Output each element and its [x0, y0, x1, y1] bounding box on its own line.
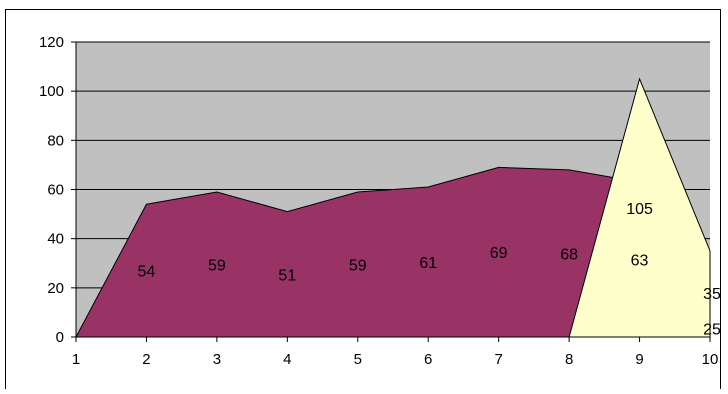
- data-label: 105: [626, 201, 653, 218]
- x-tick-label: 10: [702, 351, 719, 368]
- x-tick-label: 1: [72, 351, 80, 368]
- data-label: 61: [419, 255, 437, 272]
- x-tick-label: 6: [424, 351, 432, 368]
- data-label: 59: [208, 257, 226, 274]
- data-label: 69: [490, 245, 508, 262]
- axes: [71, 41, 711, 342]
- data-label: 59: [349, 257, 367, 274]
- y-tick-label: 120: [39, 34, 64, 51]
- y-tick-label: 100: [39, 83, 64, 100]
- x-tick-label: 4: [283, 351, 291, 368]
- x-tick-label: 3: [213, 351, 221, 368]
- x-tick-label: 2: [142, 351, 150, 368]
- data-label: 54: [138, 264, 156, 281]
- data-label: 68: [560, 246, 578, 263]
- x-tick-label: 5: [354, 351, 362, 368]
- x-tick-label: 7: [494, 351, 502, 368]
- data-labels: 54 59 51 59 61 69 68 63 25 105 35: [138, 201, 721, 338]
- area-series: [75, 77, 711, 338]
- y-tick-label: 0: [56, 329, 64, 346]
- chart-frame: [5, 9, 721, 389]
- y-tick-label: 20: [47, 280, 64, 297]
- data-label: 35: [703, 286, 721, 303]
- tick-labels: 0 20 40 60 80 100 120 1 2 3 4 5 6 7 8 9 10: [39, 34, 718, 368]
- y-tick-label: 60: [47, 182, 64, 199]
- y-tick-label: 40: [47, 231, 64, 248]
- data-label: 25: [703, 321, 721, 338]
- data-label: 51: [278, 267, 296, 284]
- data-label: 63: [631, 253, 649, 270]
- x-tick-label: 9: [635, 351, 643, 368]
- y-tick-label: 80: [47, 132, 64, 149]
- x-tick-label: 8: [565, 351, 573, 368]
